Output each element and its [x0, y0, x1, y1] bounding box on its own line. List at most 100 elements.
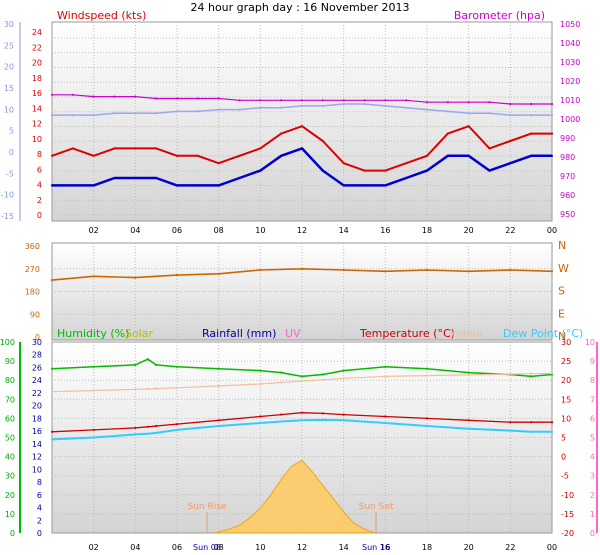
temperature-tick-label: 15: [561, 395, 571, 404]
windchill-tick-label: 10: [4, 105, 14, 114]
rainfall-tick-label: 0: [37, 529, 42, 538]
temperature-tick-label: 0: [561, 453, 566, 462]
barometer-tick-label: 990: [560, 134, 575, 143]
humidity-tick-label: 10: [5, 510, 15, 519]
indoor-line: [51, 372, 553, 393]
temperature-tick-label: -15: [561, 510, 574, 519]
windspeed_avg-point: [467, 154, 470, 157]
barometer-point: [155, 97, 158, 100]
windchill-tick-label: 30: [4, 20, 14, 29]
dewpoint-point: [467, 427, 470, 430]
direction-point: [467, 270, 470, 273]
humidity-tick-label: 100: [0, 338, 15, 347]
dewpoint-point: [280, 420, 283, 423]
uv-tick-label: 10: [585, 338, 595, 347]
direction-point: [384, 270, 387, 273]
legend-dewpoint: Dew Point (°C): [503, 327, 583, 340]
chart-title: 24 hour graph day : 16 November 2013: [190, 1, 409, 14]
humidity-tick-label: 80: [5, 376, 15, 385]
barometer_light-point: [134, 112, 137, 115]
indoor-point: [530, 372, 533, 375]
humidity-time-tick-label: 02: [89, 543, 99, 552]
barometer-point: [405, 99, 408, 102]
temperature-tick-label: 10: [561, 414, 571, 423]
dewpoint-point: [530, 430, 533, 433]
barometer-point: [196, 97, 199, 100]
barometer-point: [384, 99, 387, 102]
temperature-point: [155, 424, 158, 428]
wind-time-tick-label: 14: [339, 226, 349, 235]
barometer_light-point: [321, 104, 324, 107]
humidity-point: [280, 371, 283, 374]
wind-time-tick-label: 16: [380, 226, 390, 235]
direction-point: [134, 276, 137, 279]
dewpoint-line: [51, 418, 552, 441]
dewpoint-point: [146, 432, 149, 435]
barometer-point: [71, 93, 74, 96]
compass-tick-label: N: [558, 239, 566, 252]
legend-temperature: Temperature (°C): [359, 327, 455, 340]
temperature-point: [384, 415, 387, 418]
rainfall-tick-label: 20: [32, 402, 42, 411]
rainfall-tick-label: 14: [32, 440, 42, 449]
wind-time-tick-label: 12: [297, 226, 307, 235]
humidity-point: [425, 367, 429, 370]
barometer_light-point: [280, 106, 283, 109]
barometer-point: [446, 101, 449, 104]
windspeed_avg-point: [488, 169, 491, 172]
barometer-tick-label: 1040: [560, 39, 580, 48]
dewpoint-point: [300, 419, 304, 422]
indoor-point: [280, 381, 283, 384]
barometer_light-point: [217, 108, 220, 111]
temperature-tick-label: 5: [561, 434, 566, 443]
windspeed-tick-label: 10: [32, 135, 42, 144]
humidity-point: [384, 365, 387, 368]
temperature-line: [51, 412, 552, 433]
humidity-tick-label: 50: [5, 434, 15, 443]
temperature-point: [530, 421, 533, 424]
legend-solar: Solar: [125, 327, 154, 340]
direction-tick-label: 180: [25, 288, 40, 297]
windspeed-tick-label: 8: [37, 150, 42, 159]
dewpoint-point: [342, 419, 345, 422]
barometer-tick-label: 1030: [560, 58, 580, 67]
humidity-tick-label: 60: [5, 414, 15, 423]
windspeed_avg-point: [446, 154, 449, 157]
uv-tick-label: 4: [590, 453, 595, 462]
sun-set-label: Sun Set: [359, 502, 394, 512]
indoor-point: [92, 389, 95, 392]
sun-rise-tick-label: Sun 08: [193, 543, 221, 552]
barometer-tick-label: 1010: [560, 96, 580, 105]
temperature-point: [50, 430, 54, 433]
barometer_light-point: [196, 110, 199, 113]
indoor-point: [50, 390, 54, 393]
windspeed-point: [134, 147, 137, 150]
humidity-tick-label: 0: [10, 529, 15, 538]
legend-humidity: Humidity (%): [57, 327, 129, 340]
windspeed_avg-point: [405, 176, 408, 180]
windspeed_avg-point: [92, 184, 95, 187]
direction-tick-label: 360: [25, 242, 40, 251]
windspeed_avg-point: [134, 176, 137, 180]
windspeed-point: [467, 125, 470, 128]
uv-tick-label: 2: [590, 491, 595, 500]
temperature-point: [321, 412, 324, 415]
barometer_light-point: [238, 108, 241, 111]
windspeed-point: [384, 169, 387, 172]
barometer-point: [50, 93, 54, 96]
barometer-point: [467, 101, 470, 104]
direction-point: [342, 268, 345, 272]
dewpoint-point: [50, 438, 54, 441]
windspeed-point: [71, 147, 74, 150]
barometer_light-point: [405, 106, 408, 109]
barometer_light-point: [50, 114, 54, 117]
direction-point: [217, 272, 220, 275]
humidity-tick-label: 90: [5, 357, 15, 366]
barometer-point: [217, 97, 220, 100]
barometer_light-point: [363, 102, 366, 106]
windspeed-tick-label: 20: [32, 59, 42, 68]
humidity-time-tick-label: 14: [339, 543, 349, 552]
compass-tick-label: S: [558, 285, 565, 298]
windspeed-point: [550, 132, 554, 135]
